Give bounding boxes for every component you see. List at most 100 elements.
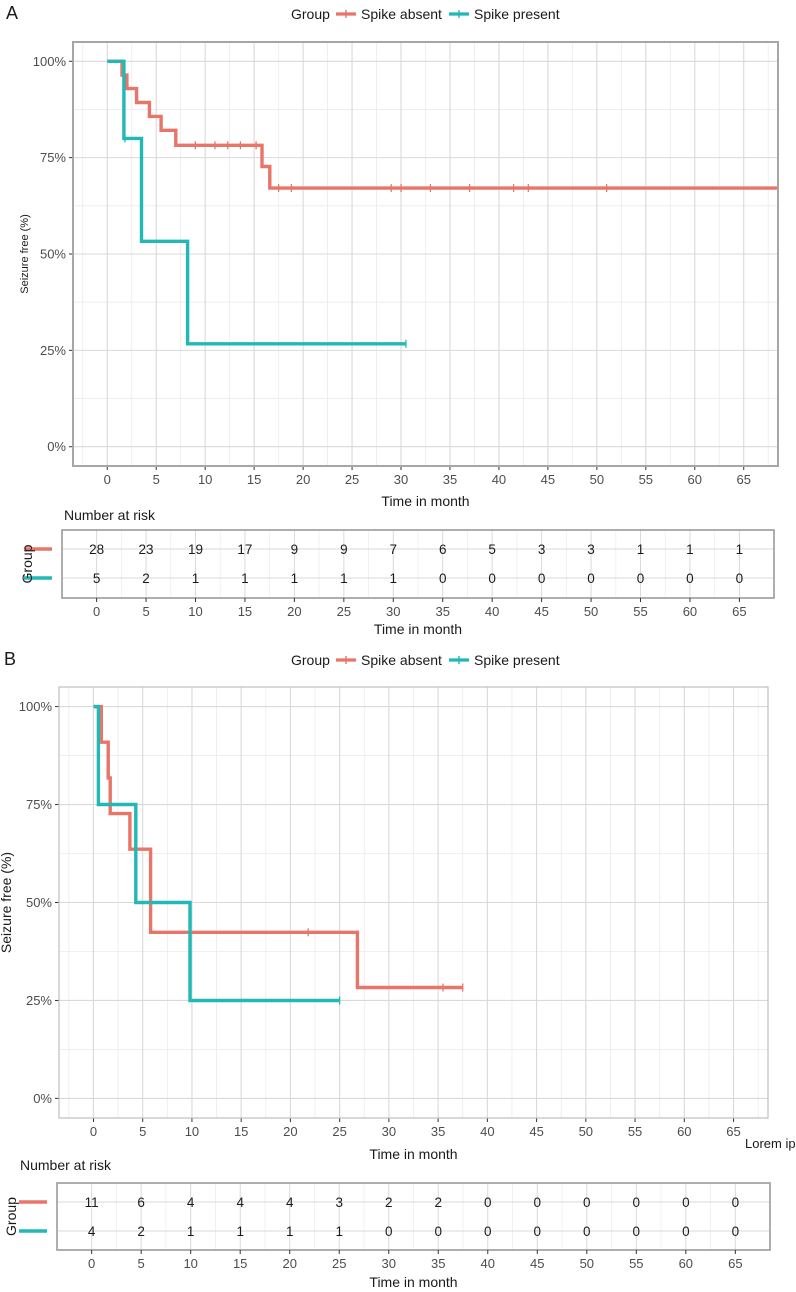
risk-count: 19 xyxy=(188,542,203,557)
plot-frame xyxy=(72,41,779,467)
risk-count: 1 xyxy=(286,1224,294,1239)
x-tick-label: 35 xyxy=(431,1124,445,1139)
x-tick-label: 30 xyxy=(382,1124,396,1139)
km-curve-spike-absent xyxy=(107,59,778,190)
legend-entry: Spike absent xyxy=(361,6,442,22)
y-tick-label: 75% xyxy=(26,797,52,812)
x-tick-label: 20 xyxy=(283,1124,297,1139)
risk-count: 3 xyxy=(335,1195,343,1210)
legend-title: Group xyxy=(291,652,330,668)
legend-entry: Spike present xyxy=(474,6,560,22)
risk-x-tick-label: 35 xyxy=(435,604,449,619)
x-tick-label: 50 xyxy=(590,472,604,487)
risk-count: 2 xyxy=(142,571,150,586)
risk-x-tick-label: 40 xyxy=(485,604,499,619)
x-tick-label: 40 xyxy=(492,472,506,487)
risk-count: 1 xyxy=(241,571,249,586)
x-tick-label: 15 xyxy=(247,472,261,487)
risk-table-frame xyxy=(56,1182,771,1251)
risk-count: 2 xyxy=(434,1195,442,1210)
risk-count: 1 xyxy=(236,1224,244,1239)
risk-x-tick-label: 30 xyxy=(382,1256,396,1271)
risk-x-tick-label: 15 xyxy=(233,1256,247,1271)
risk-x-tick-label: 50 xyxy=(580,1256,594,1271)
risk-x-tick-label: 55 xyxy=(629,1256,643,1271)
risk-x-tick-label: 45 xyxy=(534,604,548,619)
x-tick-label: 45 xyxy=(529,1124,543,1139)
y-tick-label: 50% xyxy=(40,247,66,262)
risk-count: 28 xyxy=(89,542,104,557)
risk-x-tick-label: 60 xyxy=(683,604,697,619)
plot-grid xyxy=(59,687,768,1118)
km-curve-spike-present xyxy=(107,59,406,346)
risk-x-axis-title: Time in month xyxy=(369,1274,457,1290)
risk-count: 0 xyxy=(736,571,744,586)
risk-x-tick-label: 65 xyxy=(732,604,746,619)
risk-x-tick-label: 0 xyxy=(93,604,100,619)
risk-count: 0 xyxy=(484,1195,492,1210)
risk-x-tick-label: 55 xyxy=(633,604,647,619)
risk-count: 0 xyxy=(488,571,496,586)
x-tick-label: 0 xyxy=(90,1124,97,1139)
risk-count: 0 xyxy=(637,571,645,586)
risk-count: 1 xyxy=(187,1224,195,1239)
risk-count: 9 xyxy=(340,542,348,557)
y-tick-label: 100% xyxy=(33,54,67,69)
risk-x-tick-label: 35 xyxy=(431,1256,445,1271)
risk-count: 5 xyxy=(488,542,496,557)
risk-count: 7 xyxy=(390,542,398,557)
risk-count: 6 xyxy=(137,1195,145,1210)
risk-table-title: Number at risk xyxy=(64,507,156,523)
risk-count: 5 xyxy=(93,571,101,586)
risk-count: 11 xyxy=(85,1195,99,1210)
x-tick-label: 65 xyxy=(726,1124,740,1139)
x-tick-label: 65 xyxy=(736,472,750,487)
x-tick-label: 10 xyxy=(198,472,212,487)
y-axis-title: Seizure free (%) xyxy=(19,214,31,293)
x-tick-label: 35 xyxy=(443,472,457,487)
plot-frame xyxy=(58,686,769,1119)
risk-table-y-title: Group xyxy=(3,1197,19,1236)
risk-count: 4 xyxy=(88,1224,96,1239)
y-tick-label: 0% xyxy=(47,439,66,454)
risk-count: 1 xyxy=(390,571,398,586)
km-curve-spike-present xyxy=(93,704,340,1003)
risk-count: 0 xyxy=(682,1224,690,1239)
x-tick-label: 25 xyxy=(345,472,359,487)
risk-count: 0 xyxy=(583,1224,591,1239)
plot-data xyxy=(107,59,778,348)
legend-title: Group xyxy=(291,6,330,22)
risk-count: 1 xyxy=(686,542,694,557)
risk-count: 4 xyxy=(286,1195,294,1210)
risk-x-tick-label: 25 xyxy=(337,604,351,619)
risk-x-tick-label: 10 xyxy=(188,604,202,619)
x-tick-label: 5 xyxy=(153,472,160,487)
y-tick-label: 75% xyxy=(40,150,66,165)
risk-count: 4 xyxy=(236,1195,244,1210)
risk-x-tick-label: 15 xyxy=(238,604,252,619)
panel-letter: B xyxy=(4,649,16,669)
risk-x-tick-label: 40 xyxy=(481,1256,495,1271)
risk-count: 17 xyxy=(237,542,252,557)
x-tick-label: 45 xyxy=(541,472,555,487)
legend-entry: Spike present xyxy=(474,652,560,668)
risk-count: 2 xyxy=(385,1195,393,1210)
risk-count: 0 xyxy=(439,571,447,586)
risk-count: 1 xyxy=(192,571,200,586)
plot-grid xyxy=(73,42,778,466)
risk-table-title: Number at risk xyxy=(20,1157,112,1173)
risk-x-tick-label: 50 xyxy=(584,604,598,619)
y-tick-label: 100% xyxy=(19,699,53,714)
x-tick-label: 30 xyxy=(394,472,408,487)
risk-x-tick-label: 45 xyxy=(530,1256,544,1271)
x-tick-label: 20 xyxy=(296,472,310,487)
y-tick-label: 0% xyxy=(33,1091,52,1106)
legend-entry: Spike absent xyxy=(361,652,442,668)
y-axis-title: Seizure free (%) xyxy=(0,852,14,953)
y-tick-label: 50% xyxy=(26,895,52,910)
x-tick-label: 0 xyxy=(104,472,111,487)
risk-count: 0 xyxy=(534,1195,542,1210)
